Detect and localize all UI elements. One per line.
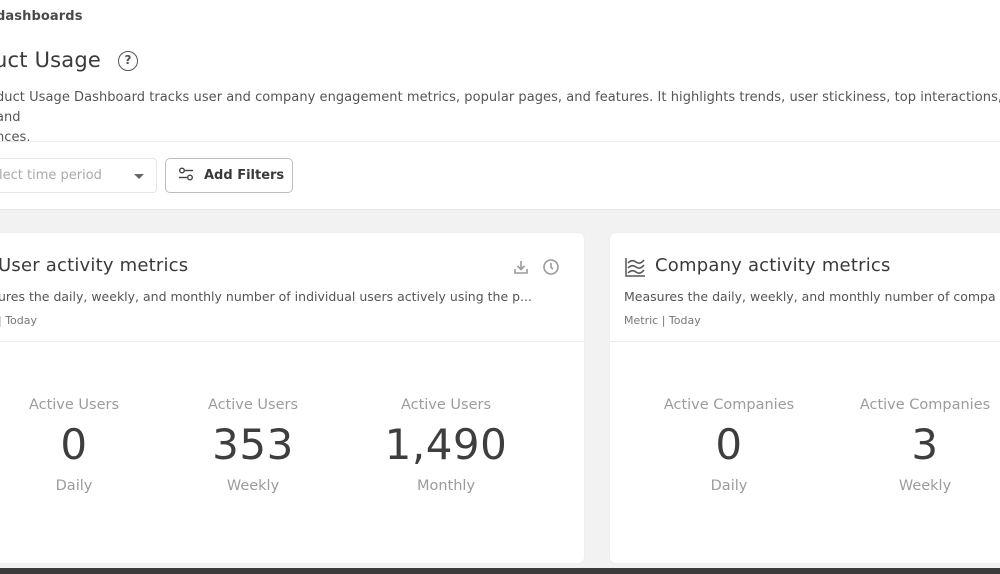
add-filters-button[interactable]: Add Filters [165,158,293,193]
company-activity-card: Company activity metrics Measures the da… [610,233,1000,563]
sliders-icon [178,167,204,185]
clock-icon[interactable] [542,258,560,276]
card-actions [512,258,560,276]
time-period-select[interactable]: lect time period [0,158,157,193]
metric-period: Weekly [226,478,280,494]
metric-value: 1,490 [384,420,508,469]
chevron-down-icon [134,174,144,179]
metric-daily-companies: Active Companies 0 Daily [654,397,804,494]
metric-value: 3 [911,420,939,469]
metric-period: Daily [55,478,93,494]
download-icon[interactable] [512,258,530,276]
description-line-2: nces. [0,130,31,145]
metric-value: 0 [60,420,88,469]
metric-value: 353 [212,420,294,469]
bottom-edge [0,568,1000,574]
breadcrumb-dashboards[interactable]: dashboards [0,9,83,24]
description-line-1: duct Usage Dashboard tracks user and com… [0,90,1000,125]
metric-weekly-companies: Active Companies 3 Weekly [850,397,1000,494]
card-divider [0,341,584,342]
metric-value: 0 [715,420,743,469]
card-title: Company activity metrics [655,255,891,276]
user-activity-card: User activity metrics ures the daily, we… [0,233,584,563]
metric-weekly-users: Active Users 353 Weekly [178,397,328,494]
page-title: uct Usage [0,48,101,72]
header-divider [0,141,1000,142]
dashboard-header: dashboards uct Usage ? duct Usage Dashbo… [0,0,1000,210]
dashboard-description: duct Usage Dashboard tracks user and com… [0,88,1000,148]
metric-label: Active Companies [859,397,991,413]
card-description: Measures the daily, weekly, and monthly … [624,289,996,304]
metric-period: Daily [710,478,748,494]
metric-daily-users: Active Users 0 Daily [0,397,149,494]
help-icon[interactable]: ? [118,51,138,71]
card-meta: | Today [0,314,38,327]
metric-label: Active Companies [663,397,795,413]
wave-chart-icon [624,257,646,281]
card-meta: Metric | Today [624,314,701,327]
metric-period: Weekly [898,478,952,494]
metric-label: Active Users [28,397,120,413]
card-description: ures the daily, weekly, and monthly numb… [0,289,532,304]
card-divider [610,341,1000,342]
metric-period: Monthly [416,478,476,494]
metric-label: Active Users [207,397,299,413]
metric-monthly-users: Active Users 1,490 Monthly [371,397,521,494]
time-period-placeholder: lect time period [0,168,102,183]
metric-label: Active Users [400,397,492,413]
card-gutter [584,233,610,568]
card-title: User activity metrics [0,255,189,276]
add-filters-label: Add Filters [204,168,285,183]
